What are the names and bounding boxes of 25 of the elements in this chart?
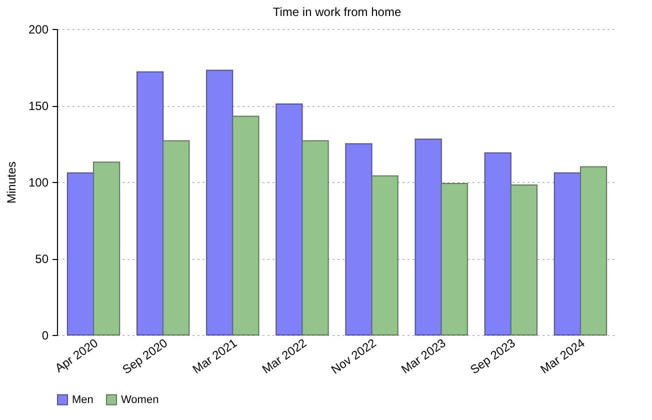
bar xyxy=(345,143,372,336)
bar xyxy=(302,140,329,336)
y-tick-label: 50 xyxy=(35,252,49,266)
bar xyxy=(162,140,190,336)
legend-label: Women xyxy=(121,394,159,406)
bar xyxy=(440,183,468,336)
bar xyxy=(66,172,94,336)
bar xyxy=(232,116,260,336)
bar xyxy=(414,138,442,336)
chart-title: Time in work from home xyxy=(272,5,402,19)
y-axis-title: Minutes xyxy=(4,161,18,204)
y-tick-label: 150 xyxy=(28,99,49,113)
y-tick-label: 0 xyxy=(42,328,49,342)
bar xyxy=(580,166,608,336)
bar xyxy=(206,70,234,336)
bar xyxy=(93,162,120,336)
y-tick-label: 100 xyxy=(28,176,49,190)
legend-label: Men xyxy=(72,394,94,406)
bar xyxy=(554,172,581,336)
y-tick-label: 200 xyxy=(28,22,49,36)
bar xyxy=(276,103,303,336)
bar xyxy=(371,175,398,336)
bar xyxy=(136,71,164,336)
bar xyxy=(484,152,512,336)
bar xyxy=(510,184,538,336)
